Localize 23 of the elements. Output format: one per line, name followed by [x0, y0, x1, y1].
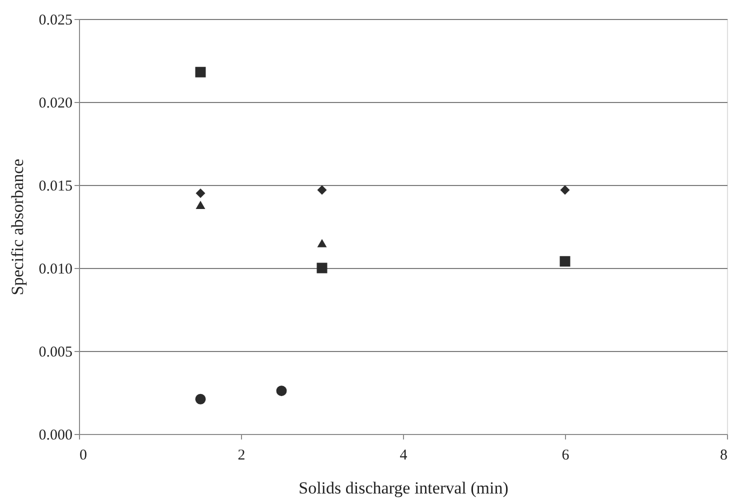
point [276, 386, 287, 396]
point [196, 200, 206, 210]
x-tick-label: 6 [562, 448, 570, 464]
y-tick-label: 0.005 [38, 344, 72, 360]
y-tick-label: 0.010 [38, 262, 72, 278]
point [560, 185, 570, 195]
point [560, 256, 570, 267]
point [196, 188, 206, 198]
x-tick-label: 2 [238, 448, 246, 464]
x-tick-label: 0 [80, 448, 87, 464]
y-tick-label: 0.025 [38, 12, 72, 28]
point [317, 185, 327, 195]
y-axis-title: Specific absorbance [8, 158, 27, 296]
point [316, 262, 328, 274]
point [195, 394, 206, 404]
point [195, 66, 206, 78]
x-axis-title: Solids discharge interval (min) [298, 478, 508, 498]
x-tick-label: 4 [400, 448, 408, 464]
y-tick-label: 0.020 [38, 96, 72, 112]
x-tick-label: 8 [720, 448, 728, 464]
y-tick-label: 0.015 [38, 178, 72, 194]
point [317, 238, 327, 248]
y-tick-label: 0.000 [38, 428, 72, 444]
